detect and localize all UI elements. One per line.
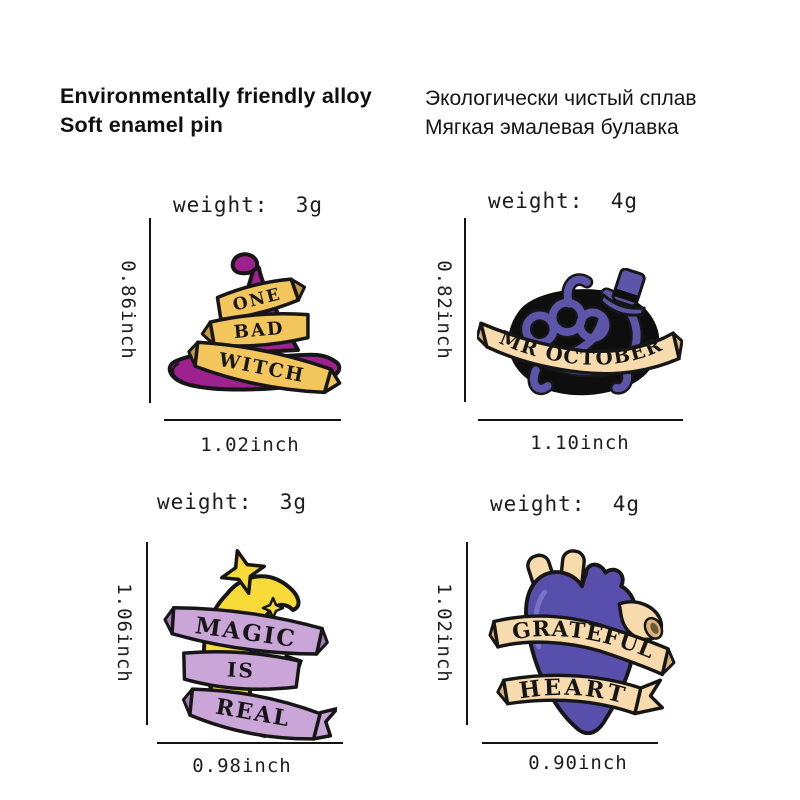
pin3-weight-label: weight: 3g (156, 490, 308, 514)
pin1-height-line (149, 218, 151, 403)
pin1-width-line (164, 419, 341, 421)
pin4-weight-label: weight: 4g (489, 492, 641, 516)
pin3-height-line (146, 542, 148, 725)
pin2-weight-label: weight: 4g (487, 189, 639, 213)
pin2-height-label: 0.82inch (433, 260, 455, 360)
pin3-magic-moon-image: MAGIC IS REAL (163, 548, 337, 741)
pin3-width-line (157, 742, 343, 744)
star-icon (219, 548, 267, 596)
magic-ribbon-band-3: REAL (181, 687, 337, 741)
header-russian-line1: Экологически чистый сплав (425, 87, 697, 110)
pin2-width-label: 1.10inch (530, 432, 630, 454)
pin2-mr-october-image: MR OCTOBER (477, 268, 683, 396)
pin4-width-line (482, 742, 658, 744)
top-hat-icon (599, 268, 646, 317)
header-english-line2: Soft enamel pin (60, 113, 224, 137)
pin1-width-label: 1.02inch (200, 434, 300, 456)
pin3-height-label: 1.06inch (113, 583, 135, 683)
pin4-width-label: 0.90inch (528, 752, 628, 774)
banner-text-bad: BAD (233, 318, 285, 343)
header-english: Environmentally friendly alloy Soft enam… (60, 82, 372, 140)
pin2-width-line (478, 419, 683, 421)
pin1-weight-label: weight: 3g (172, 193, 324, 217)
header-russian-line2: Мягкая эмалевая булавка (425, 116, 679, 139)
witch-ribbon-band-2: BAD (200, 312, 310, 348)
magic-ribbon-band-2: IS (182, 649, 302, 691)
magic-ribbon-band-1: MAGIC (163, 605, 329, 656)
pin1-witch-hat-image: ONE BAD WITCH (167, 252, 342, 395)
pin2-height-line (464, 218, 466, 402)
pin4-height-line (466, 542, 468, 725)
aorta-tube (617, 600, 664, 642)
banner-text-is: IS (226, 657, 255, 682)
pin4-height-label: 1.02inch (433, 583, 455, 683)
pin4-grateful-heart-image: GRATEFUL HEART (488, 549, 676, 736)
header-russian: Экологически чистый сплав Мягкая эмалева… (425, 84, 697, 142)
pin1-height-label: 0.86inch (117, 260, 139, 360)
header-english-line1: Environmentally friendly alloy (60, 84, 372, 108)
pin3-width-label: 0.98inch (192, 755, 292, 777)
